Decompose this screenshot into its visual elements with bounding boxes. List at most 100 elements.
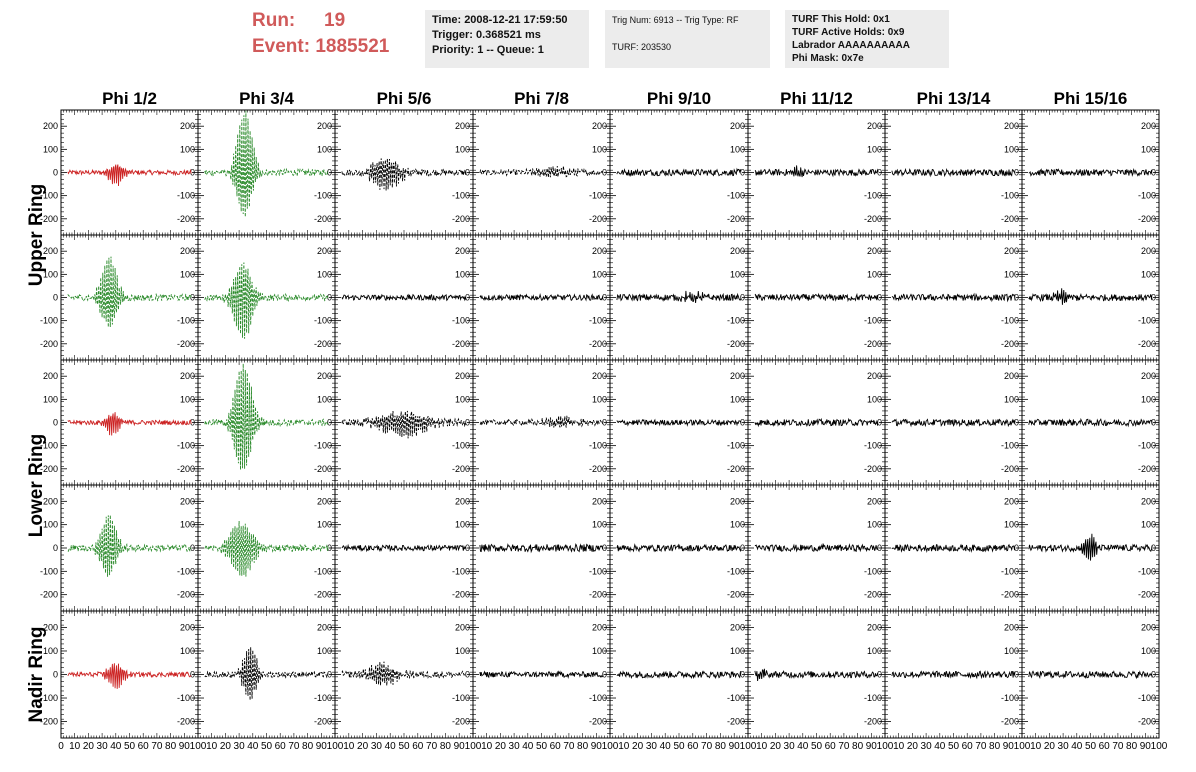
waveform-trace — [754, 292, 879, 303]
y-tick-label: -200 — [727, 590, 745, 600]
y-tick-label: 0 — [1014, 418, 1019, 428]
y-tick-label: -200 — [864, 214, 882, 224]
y-tick-label: 100 — [867, 269, 882, 279]
y-tick-label: 200 — [180, 121, 195, 131]
y-tick-label: 0 — [877, 168, 882, 178]
y-tick-label: -100 — [1138, 191, 1156, 201]
waveform-trace — [754, 165, 879, 178]
y-tick-label: 0 — [1151, 293, 1156, 303]
y-tick-label: 100 — [180, 394, 195, 404]
y-tick-label: 0 — [327, 168, 332, 178]
y-tick-label: 100 — [1141, 394, 1156, 404]
waveform-trace — [891, 167, 1016, 178]
y-tick-label: -100 — [1001, 191, 1019, 201]
y-tick-label: 0 — [190, 293, 195, 303]
y-tick-label: -100 — [1138, 316, 1156, 326]
y-tick-label: 0 — [465, 293, 470, 303]
waveform-trace — [616, 418, 742, 427]
y-tick-label: 100 — [592, 394, 607, 404]
y-tick-label: 100 — [317, 394, 332, 404]
y-tick-label: 200 — [592, 371, 607, 381]
waveform-trace — [67, 412, 192, 436]
y-tick-label: -100 — [452, 316, 470, 326]
y-tick-label: 200 — [1141, 246, 1156, 256]
y-tick-label: 0 — [740, 543, 745, 553]
y-tick-label: 200 — [317, 371, 332, 381]
y-tick-label: -200 — [452, 464, 470, 474]
y-tick-label: 0 — [190, 168, 195, 178]
waveform-trace — [204, 520, 329, 577]
y-tick-label: -200 — [177, 464, 195, 474]
y-tick-label: -200 — [177, 590, 195, 600]
y-tick-label: -100 — [727, 316, 745, 326]
column-title: Phi 1/2 — [102, 89, 157, 108]
waveform-trace — [204, 110, 329, 217]
waveform-trace — [891, 418, 1016, 428]
y-tick-label: -100 — [1138, 441, 1156, 451]
y-tick-label: 200 — [867, 371, 882, 381]
y-tick-label: -200 — [40, 464, 58, 474]
y-tick-label: 200 — [317, 496, 332, 506]
y-tick-label: -100 — [589, 316, 607, 326]
y-tick-label: 200 — [43, 371, 58, 381]
y-tick-label: -100 — [40, 566, 58, 576]
y-tick-label: 100 — [1004, 269, 1019, 279]
y-tick-label: -200 — [1001, 214, 1019, 224]
y-tick-label: 0 — [877, 293, 882, 303]
waveform-trace — [341, 543, 467, 553]
y-tick-label: 200 — [180, 496, 195, 506]
y-tick-label: 200 — [592, 496, 607, 506]
y-tick-label: -200 — [452, 590, 470, 600]
y-tick-label: -100 — [40, 441, 58, 451]
y-tick-label: 0 — [740, 293, 745, 303]
y-tick-label: 100 — [592, 520, 607, 530]
y-tick-label: 100 — [592, 269, 607, 279]
y-tick-label: -100 — [864, 316, 882, 326]
y-tick-label: 200 — [730, 496, 745, 506]
y-tick-label: 100 — [455, 520, 470, 530]
y-tick-label: 100 — [1004, 144, 1019, 154]
row-group-title: Nadir Ring — [26, 626, 47, 722]
y-tick-label: 0 — [465, 543, 470, 553]
y-tick-label: 100 — [1141, 144, 1156, 154]
y-tick-label: 200 — [1141, 121, 1156, 131]
column-title: Phi 13/14 — [917, 89, 991, 108]
y-tick-label: 200 — [455, 246, 470, 256]
y-tick-label: -100 — [1001, 316, 1019, 326]
waveform-trace — [616, 167, 742, 177]
y-tick-label: -100 — [177, 566, 195, 576]
run-label: Run: — [252, 10, 296, 31]
y-tick-label: -200 — [864, 339, 882, 349]
y-tick-label: 100 — [317, 269, 332, 279]
event-label: Event: — [252, 36, 311, 57]
y-tick-label: -200 — [1001, 339, 1019, 349]
y-tick-label: 100 — [455, 144, 470, 154]
column-title: Phi 3/4 — [239, 89, 294, 108]
y-tick-label: 200 — [592, 246, 607, 256]
y-tick-label: 100 — [455, 269, 470, 279]
y-tick-label: 100 — [317, 144, 332, 154]
y-tick-label: -200 — [727, 464, 745, 474]
y-tick-label: -200 — [314, 464, 332, 474]
y-tick-label: 100 — [592, 144, 607, 154]
y-tick-label: 0 — [740, 168, 745, 178]
y-tick-label: 200 — [455, 121, 470, 131]
y-tick-label: -100 — [314, 191, 332, 201]
y-tick-label: -100 — [727, 191, 745, 201]
y-tick-label: -200 — [1138, 339, 1156, 349]
y-tick-label: 200 — [730, 371, 745, 381]
y-tick-label: 100 — [455, 394, 470, 404]
y-tick-label: 0 — [465, 168, 470, 178]
y-tick-label: -200 — [177, 339, 195, 349]
y-tick-label: 200 — [43, 121, 58, 131]
y-tick-label: 0 — [877, 418, 882, 428]
y-tick-label: -100 — [864, 441, 882, 451]
y-tick-label: -100 — [177, 441, 195, 451]
y-tick-label: 0 — [327, 293, 332, 303]
column-title: Phi 9/10 — [647, 89, 711, 108]
waveform-trace — [341, 410, 467, 439]
y-tick-label: 0 — [465, 418, 470, 428]
waveform-trace — [616, 290, 742, 303]
y-tick-label: -200 — [40, 590, 58, 600]
